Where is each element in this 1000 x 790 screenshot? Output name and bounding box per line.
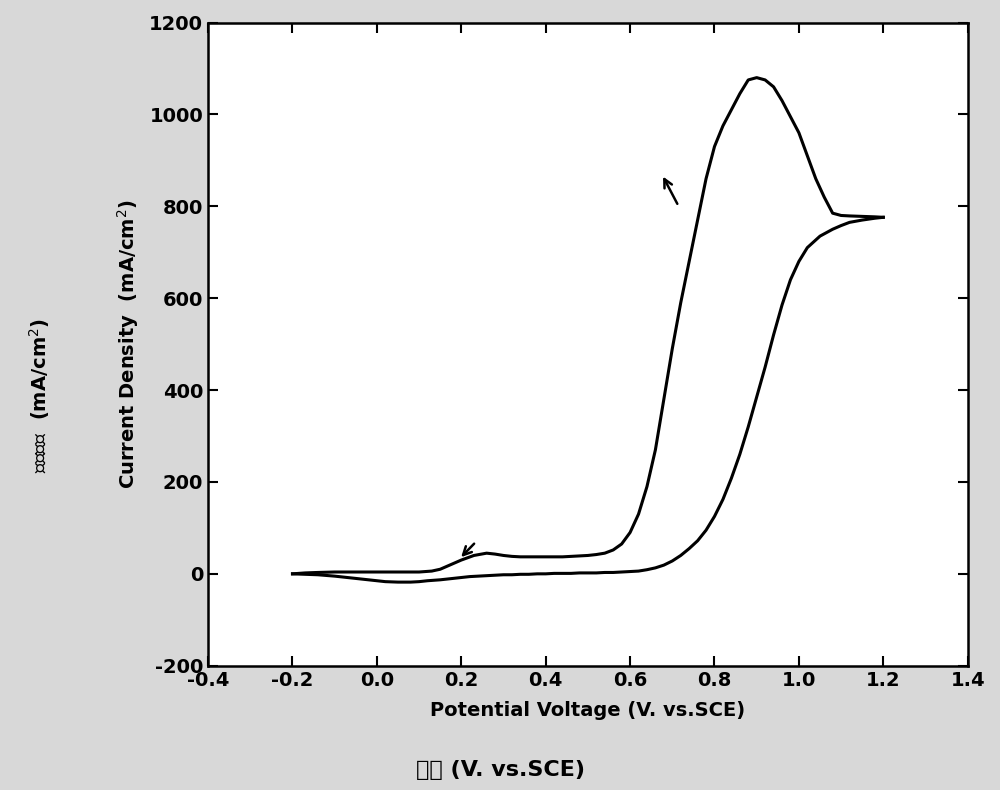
- X-axis label: Potential Voltage (V. vs.SCE): Potential Voltage (V. vs.SCE): [430, 701, 745, 720]
- Y-axis label: Current Density  (mA/cm$^2$): Current Density (mA/cm$^2$): [115, 199, 141, 489]
- Text: 电压 (V. vs.SCE): 电压 (V. vs.SCE): [416, 760, 584, 781]
- Text: 电流密度  (mA/cm$^2$): 电流密度 (mA/cm$^2$): [28, 318, 52, 472]
